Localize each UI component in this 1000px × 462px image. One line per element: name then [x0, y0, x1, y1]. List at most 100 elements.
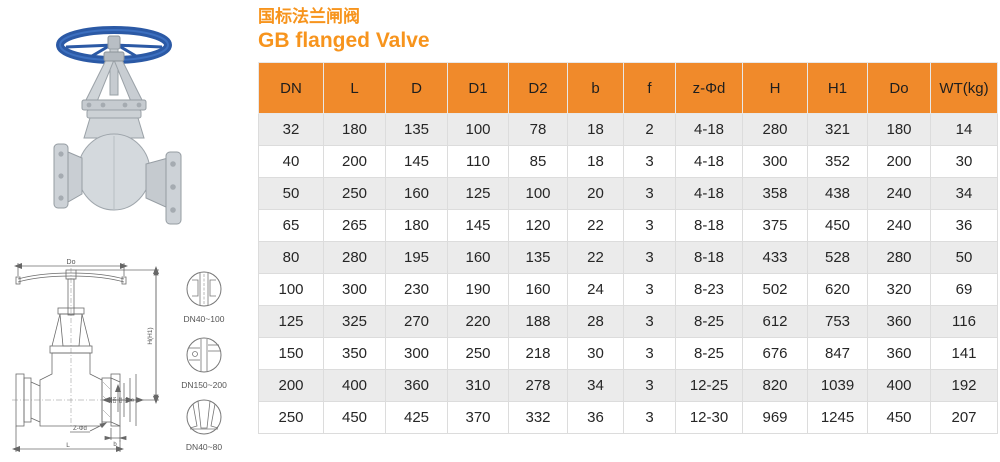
table-cell: 3 [623, 241, 676, 274]
table-cell: 240 [867, 177, 931, 210]
table-cell: 135 [385, 113, 448, 146]
table-cell: 620 [807, 273, 868, 306]
table-cell: 230 [385, 273, 448, 306]
table-cell: 358 [742, 177, 808, 210]
table-cell: 50 [258, 177, 324, 210]
table-cell: 250 [323, 177, 386, 210]
dim-label-do: Do [67, 259, 76, 266]
table-cell: 280 [323, 241, 386, 274]
table-cell: 141 [930, 337, 998, 370]
column-header: H1 [807, 62, 868, 114]
table-cell: 36 [930, 209, 998, 242]
dim-label-zd: Z-Φd [73, 426, 87, 432]
column-header: WT(kg) [930, 62, 998, 114]
table-cell: 116 [930, 305, 998, 338]
column-header: H [742, 62, 808, 114]
table-cell: 280 [742, 113, 808, 146]
table-row: 40 200 145 110 85 18 3 4-18 300 352 200 30 [258, 145, 998, 178]
table-cell: 160 [508, 273, 568, 306]
table-cell: 320 [867, 273, 931, 306]
table-cell: 30 [930, 145, 998, 178]
table-cell: 100 [258, 273, 324, 306]
table-cell: 8-18 [675, 209, 743, 242]
table-cell: 820 [742, 369, 808, 402]
table-cell: 192 [930, 369, 998, 402]
table-cell: 300 [323, 273, 386, 306]
table-cell: 78 [508, 113, 568, 146]
table-cell: 8-23 [675, 273, 743, 306]
title-block: 国标法兰闸阀 GB flanged Valve [258, 6, 430, 53]
table-row: 80 280 195 160 135 22 3 8-18 433 528 280 50 [258, 241, 998, 274]
table-cell: 110 [447, 145, 509, 178]
table-cell: 12-25 [675, 369, 743, 402]
table-cell: 360 [867, 337, 931, 370]
table-row: 150 350 300 250 218 30 3 8-25 676 847 360 141 [258, 337, 998, 370]
table-cell: 220 [447, 305, 509, 338]
detail-label: DN150~200 [181, 380, 227, 390]
table-cell: 450 [807, 209, 868, 242]
table-row: 200 400 360 310 278 34 3 12-25 820 1039 400 192 [258, 369, 998, 402]
table-cell: 3 [623, 305, 676, 338]
table-cell: 125 [258, 305, 324, 338]
table-cell: 370 [447, 401, 509, 434]
dim-label-d1: D1 [124, 397, 129, 403]
table-cell: 4-18 [675, 177, 743, 210]
column-header: D2 [508, 62, 568, 114]
table-cell: 180 [323, 113, 386, 146]
table-cell: 400 [323, 369, 386, 402]
table-cell: 4-18 [675, 113, 743, 146]
table-cell: 3 [623, 337, 676, 370]
gate-valve-section-drawing: Do H(H1) DN D2 D1 D Z-Φd b L [12, 259, 159, 452]
table-cell: 30 [567, 337, 624, 370]
valve-photo [52, 26, 184, 238]
table-cell: 190 [447, 273, 509, 306]
table-cell: 80 [258, 241, 324, 274]
table-cell: 321 [807, 113, 868, 146]
table-cell: 188 [508, 305, 568, 338]
flange-section-icon [186, 271, 222, 307]
table-cell: 270 [385, 305, 448, 338]
table-cell: 8-18 [675, 241, 743, 274]
table-cell: 450 [867, 401, 931, 434]
table-cell: 240 [867, 209, 931, 242]
table-cell: 34 [930, 177, 998, 210]
table-cell: 265 [323, 209, 386, 242]
table-cell: 360 [867, 305, 931, 338]
table-cell: 195 [385, 241, 448, 274]
table-cell: 310 [447, 369, 509, 402]
table-cell: 160 [447, 241, 509, 274]
table-cell: 360 [385, 369, 448, 402]
table-cell: 528 [807, 241, 868, 274]
table-cell: 40 [258, 145, 324, 178]
table-cell: 200 [258, 369, 324, 402]
table-cell: 352 [807, 145, 868, 178]
table-cell: 120 [508, 209, 568, 242]
table-cell: 8-25 [675, 337, 743, 370]
table-row: 32 180 135 100 78 18 2 4-18 280 321 180 14 [258, 113, 998, 146]
table-cell: 612 [742, 305, 808, 338]
detail-view-dn40-80: DN40~80 [174, 398, 234, 452]
table-cell: 125 [447, 177, 509, 210]
table-cell: 3 [623, 177, 676, 210]
table-cell: 969 [742, 401, 808, 434]
table-cell: 325 [323, 305, 386, 338]
table-cell: 100 [447, 113, 509, 146]
table-cell: 218 [508, 337, 568, 370]
table-cell: 36 [567, 401, 624, 434]
table-cell: 24 [567, 273, 624, 306]
table-cell: 847 [807, 337, 868, 370]
detail-label: DN40~100 [183, 314, 225, 324]
table-cell: 207 [930, 401, 998, 434]
table-cell: 3 [623, 401, 676, 434]
table-cell: 8-25 [675, 305, 743, 338]
column-header: DN [258, 62, 324, 114]
page-title-chinese: 国标法兰闸阀 [258, 7, 360, 26]
table-row: 250 450 425 370 332 36 3 12-30 969 1245 450 207 [258, 401, 998, 434]
flange-section-icon [186, 399, 222, 435]
table-cell: 69 [930, 273, 998, 306]
spec-table-wrap: DN L D D1 D2 b f z-Φd H H1 Do WT(kg) 32 180 135 100 78 1… [258, 62, 998, 434]
column-header: D [385, 62, 448, 114]
dim-label-d2: D2 [118, 397, 123, 403]
table-row: 100 300 230 190 160 24 3 8-23 502 620 320 69 [258, 273, 998, 306]
